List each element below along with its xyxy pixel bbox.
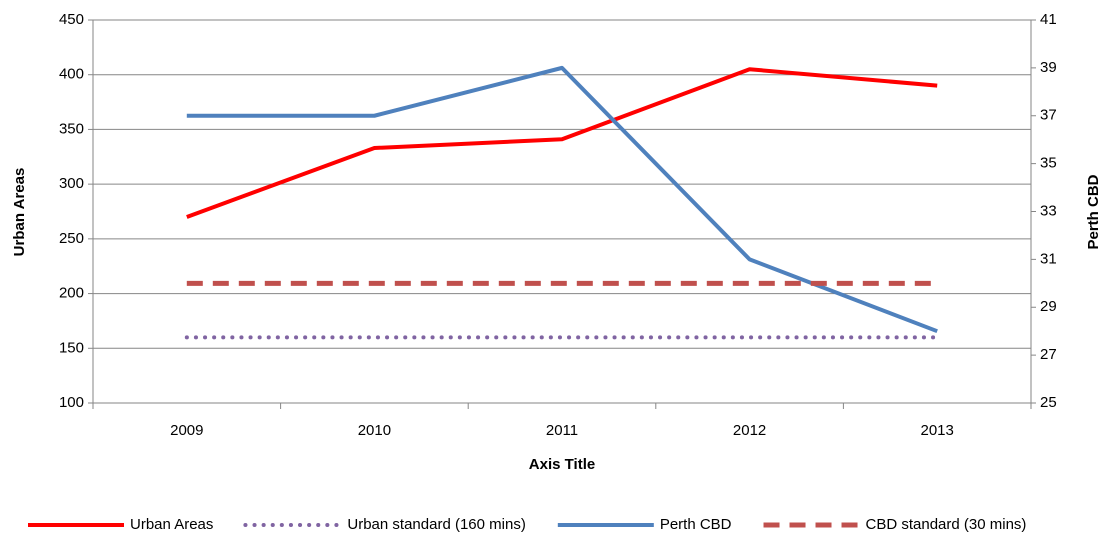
y2-tick-label: 29 [1040, 298, 1057, 315]
y-tick-label: 450 [59, 11, 84, 28]
legend-label: Urban Areas [130, 516, 213, 533]
legend-label: Urban standard (160 mins) [347, 516, 525, 533]
x-tick-label: 2011 [546, 422, 578, 439]
y-tick-label: 250 [59, 230, 84, 247]
y2-tick-label: 33 [1040, 202, 1057, 219]
y-tick-label: 350 [59, 120, 84, 137]
y-tick-label: 100 [59, 394, 84, 411]
x-tick-label: 2010 [358, 422, 391, 439]
x-tick-label: 2009 [170, 422, 203, 439]
y2-axis-title: Perth CBD [1085, 174, 1102, 249]
series-line [186, 65, 938, 334]
legend-label: Perth CBD [660, 516, 732, 533]
y2-tick-label: 39 [1040, 59, 1057, 76]
y-axis-title: Urban Areas [11, 168, 28, 257]
y-tick-label: 400 [59, 66, 84, 83]
x-axis-title: Axis Title [529, 456, 595, 473]
y2-tick-label: 37 [1040, 107, 1057, 124]
legend-label: CBD standard (30 mins) [866, 516, 1027, 533]
y2-tick-label: 31 [1040, 250, 1057, 267]
x-tick-label: 2013 [921, 422, 954, 439]
y2-tick-label: 27 [1040, 346, 1057, 363]
y-tick-label: 200 [59, 285, 84, 302]
y2-tick-label: 25 [1040, 394, 1057, 411]
series-line [186, 67, 938, 219]
y2-tick-label: 35 [1040, 155, 1057, 172]
y-tick-label: 150 [59, 339, 84, 356]
y-tick-label: 300 [59, 175, 84, 192]
x-tick-label: 2012 [733, 422, 766, 439]
y2-tick-label: 41 [1040, 11, 1057, 28]
